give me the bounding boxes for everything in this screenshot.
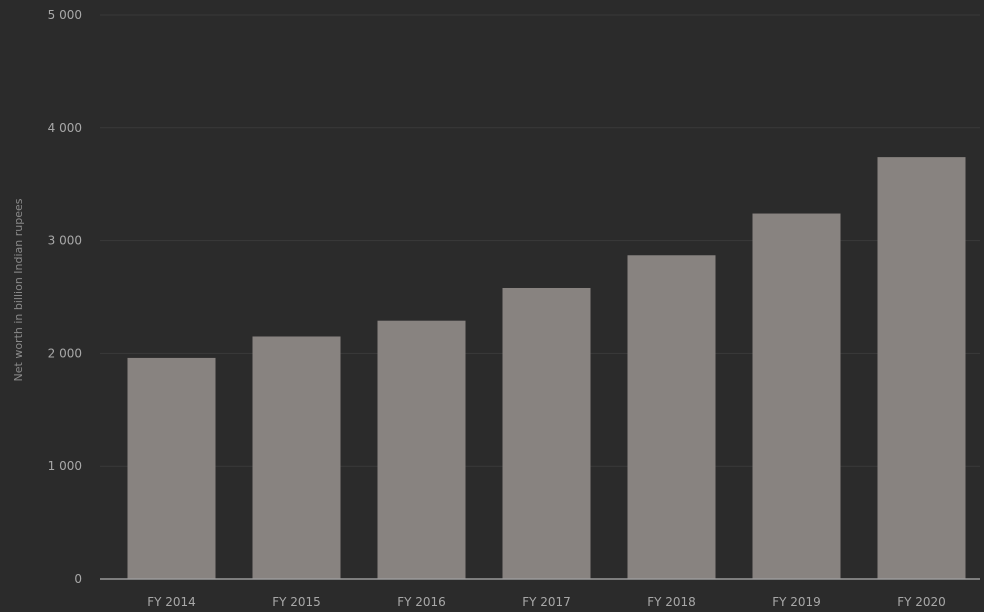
- y-axis-title: Net worth in billion Indian rupees: [12, 198, 25, 381]
- bar[interactable]: [502, 287, 591, 579]
- bar[interactable]: [252, 336, 341, 579]
- x-tick-label: FY 2019: [772, 595, 821, 609]
- bar[interactable]: [377, 320, 466, 579]
- bar-layer: [127, 157, 966, 580]
- y-tick-label: 0: [74, 572, 82, 586]
- bar[interactable]: [627, 255, 716, 579]
- bar[interactable]: [127, 357, 216, 579]
- y-tick-label: 3 000: [48, 234, 82, 248]
- x-tick-label: FY 2014: [147, 595, 196, 609]
- x-tick-label: FY 2017: [522, 595, 571, 609]
- y-tick-label: 2 000: [48, 346, 82, 360]
- y-tick-label: 4 000: [48, 121, 82, 135]
- y-tick-label: 5 000: [48, 8, 82, 22]
- x-tick-label: FY 2015: [272, 595, 321, 609]
- x-tick-label: FY 2016: [397, 595, 446, 609]
- x-tick-label: FY 2018: [647, 595, 696, 609]
- axis-layer: 0 1 000 2 000 3 000 4 000 5 000 FY 2014 FY 2015…: [48, 8, 980, 609]
- bar[interactable]: [877, 157, 966, 580]
- y-tick-label: 1 000: [48, 459, 82, 473]
- x-tick-label: FY 2020: [897, 595, 946, 609]
- bar[interactable]: [752, 213, 841, 579]
